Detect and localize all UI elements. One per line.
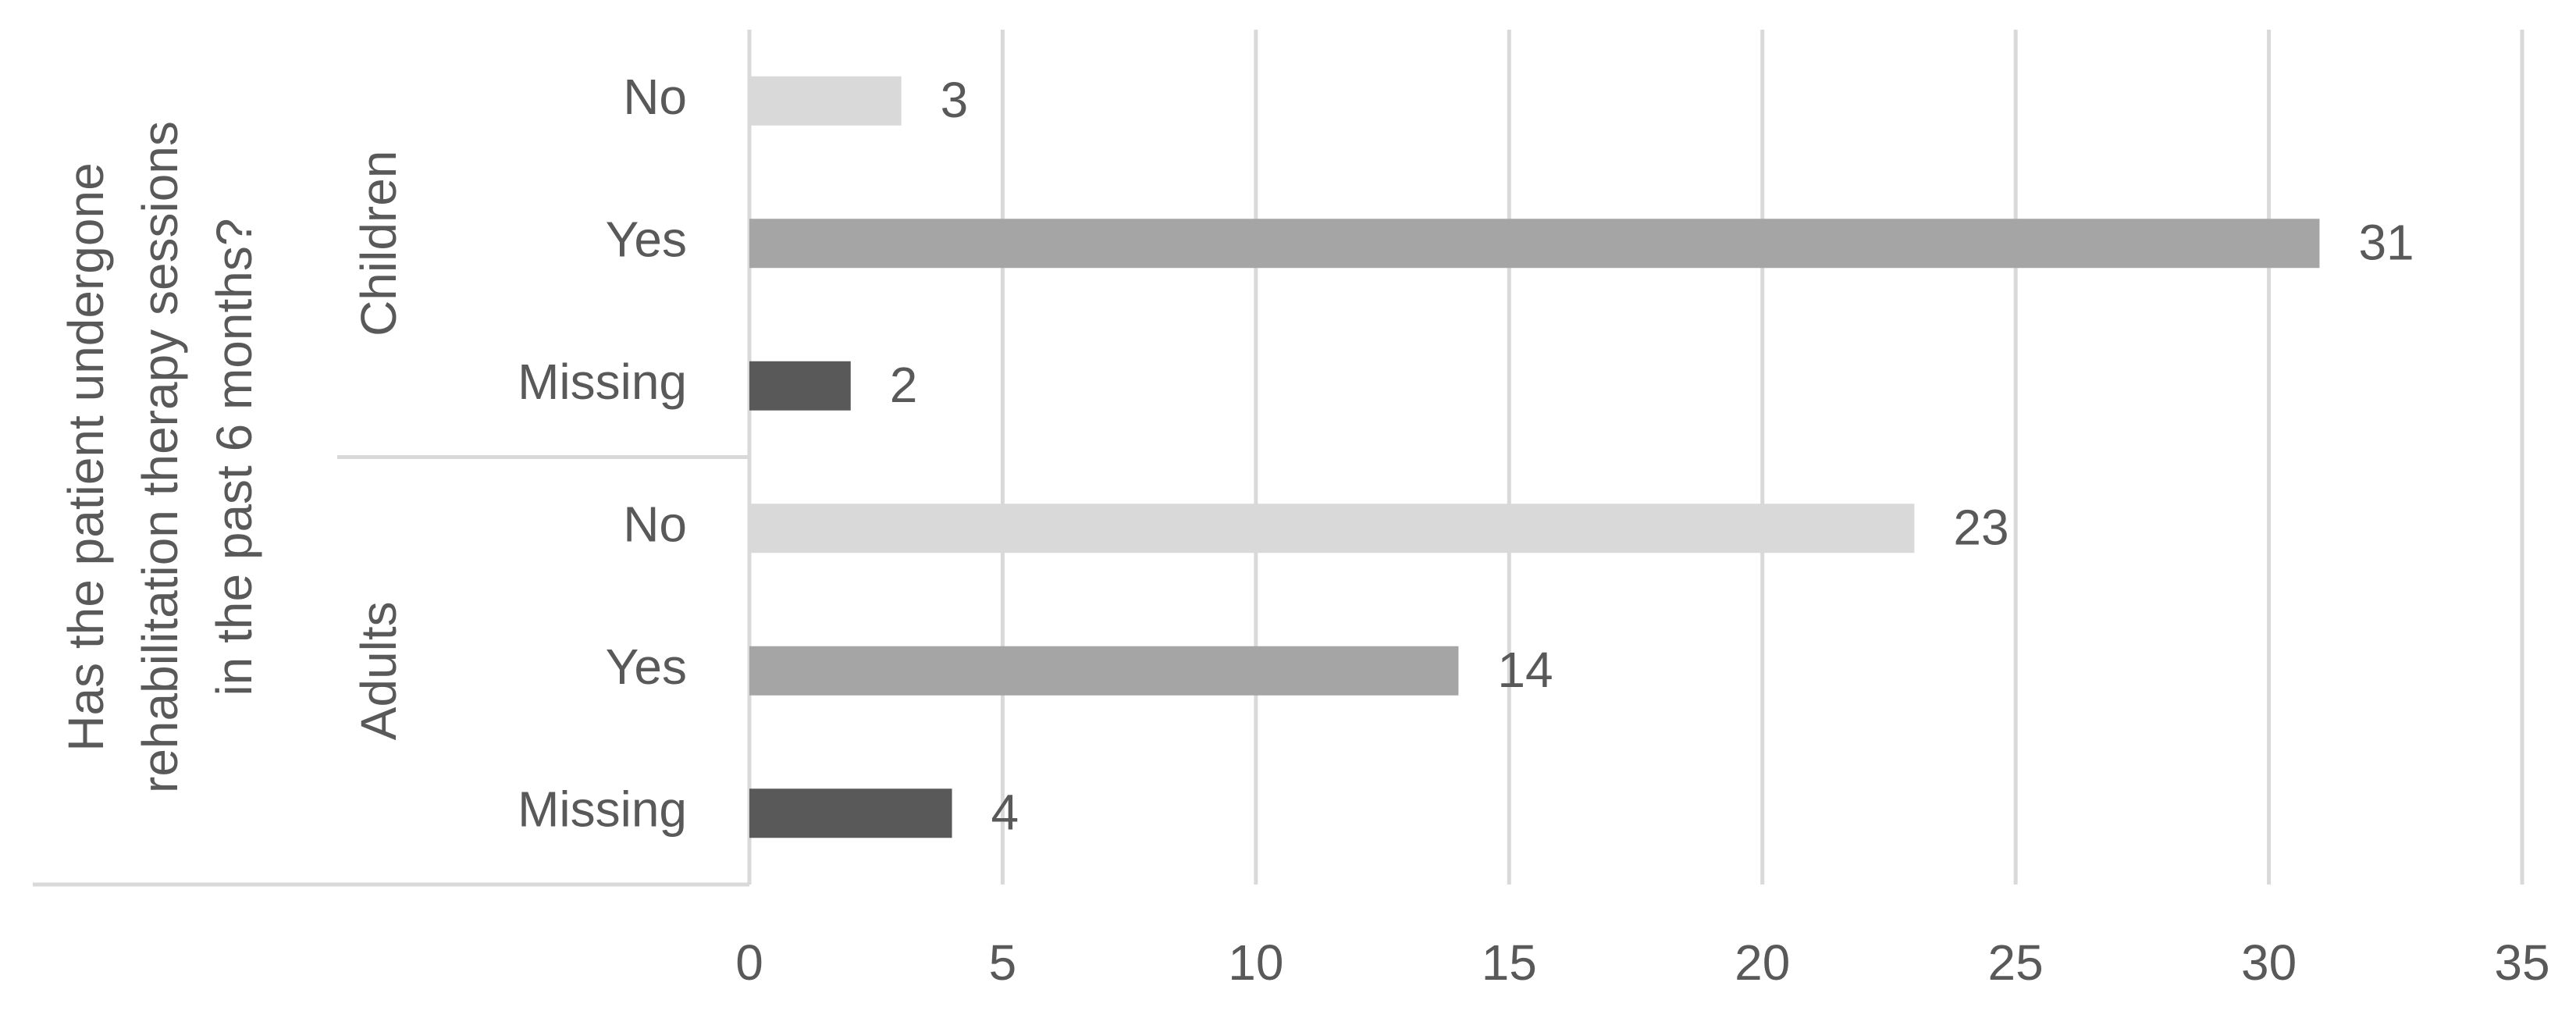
y-axis-label: Has the patient undergone rehabilitation … <box>58 121 262 793</box>
x-tick-label: 15 <box>1482 934 1537 991</box>
x-tick-label: 5 <box>989 934 1017 991</box>
value-label: 14 <box>1497 642 1553 698</box>
category-label: Missing <box>518 781 687 838</box>
bar <box>749 504 1915 553</box>
category-label: Yes <box>606 639 687 695</box>
bar <box>749 76 902 126</box>
x-tick-label: 20 <box>1735 934 1790 991</box>
bar <box>749 788 952 838</box>
x-tick-label: 35 <box>2494 934 2549 991</box>
group-label: Children <box>350 151 407 336</box>
x-tick-label: 10 <box>1228 934 1283 991</box>
x-tick-label: 0 <box>735 934 763 991</box>
value-label: 2 <box>890 357 918 413</box>
x-tick-label: 30 <box>2241 934 2297 991</box>
y-axis-label-line: in the past 6 months? <box>206 219 262 696</box>
bar <box>749 361 851 411</box>
y-axis-label-line: rehabilitation therapy sessions <box>132 121 188 793</box>
value-label: 3 <box>941 72 969 128</box>
value-label: 23 <box>1953 500 2008 556</box>
value-label: 31 <box>2358 215 2414 271</box>
value-label: 4 <box>991 785 1019 841</box>
group-label: Adults <box>350 601 407 740</box>
category-label: No <box>623 69 687 125</box>
category-label: No <box>623 497 687 553</box>
category-label: Missing <box>518 354 687 410</box>
bar <box>749 219 2320 269</box>
category-label: Yes <box>606 212 687 268</box>
y-axis-label-line: Has the patient undergone <box>58 162 114 751</box>
bar <box>749 646 1459 696</box>
x-tick-label: 25 <box>1988 934 2044 991</box>
